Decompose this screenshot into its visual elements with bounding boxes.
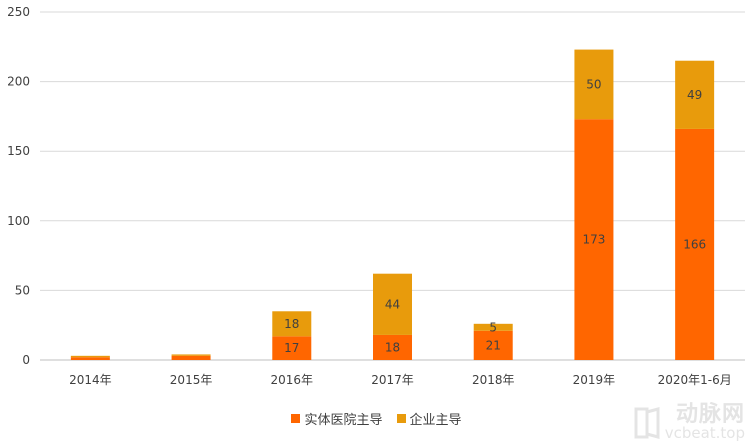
y-tick-label: 100 [7,214,30,228]
bar-enterprise [171,354,211,356]
chart-legend: 实体医院主导 企业主导 [0,409,753,428]
bar-enterprise [70,355,110,358]
x-tick-label: 2014年 [69,373,112,387]
x-tick-label: 2018年 [472,373,515,387]
watermark: 动脉网 vcbeat.top [633,403,745,442]
bar-enterprise [473,323,513,331]
bar-hospital [574,119,614,361]
x-tick-label: 2020年1-6月 [658,373,732,387]
y-tick-label: 50 [15,283,30,297]
data-label-hospital: 18 [385,340,400,354]
bar-enterprise [373,273,412,335]
x-tick-label: 2017年 [371,373,414,387]
data-label-hospital: 173 [582,233,605,247]
legend-item-enterprise: 企业主导 [396,409,462,428]
bar-hospital [675,128,715,360]
vcbeat-logo-icon [634,406,660,439]
bar-hospital [473,330,513,360]
bar-enterprise [272,311,312,337]
legend-swatch-enterprise [396,414,406,423]
legend-label-hospital: 实体医院主导 [304,413,383,428]
bar-hospital [171,355,211,360]
data-label-hospital: 17 [284,341,299,355]
data-label-enterprise: 18 [284,317,299,331]
stacked-bar-chart: 0 50 100 150 200 250 2014年 2015年 17 18 2016年 18 44 20… [7,5,745,387]
y-tick-label: 150 [7,144,30,158]
x-tick-label: 2015年 [170,373,213,387]
bar-enterprise [675,60,715,129]
data-label-enterprise: 44 [385,297,400,311]
y-tick-label: 250 [7,5,30,19]
legend-item-hospital: 实体医院主导 [291,409,383,428]
watermark-url: vcbeat.top [664,424,745,443]
x-tick-label: 2019年 [573,373,616,387]
watermark-text: 动脉网 [675,402,745,428]
bar-hospital [70,357,110,360]
legend-label-enterprise: 企业主导 [409,413,462,428]
y-tick-label: 200 [7,75,30,89]
data-label-enterprise: 50 [586,77,601,91]
bar-enterprise [574,49,614,120]
bar-hospital [272,336,312,360]
legend-swatch-hospital [291,414,301,423]
x-tick-label: 2016年 [271,373,314,387]
data-label-hospital: 21 [486,338,501,352]
bar-hospital [373,334,412,360]
data-label-hospital: 166 [683,237,706,251]
y-tick-label: 0 [22,353,30,367]
data-label-enterprise: 49 [687,88,702,102]
data-label-enterprise: 5 [489,320,497,334]
